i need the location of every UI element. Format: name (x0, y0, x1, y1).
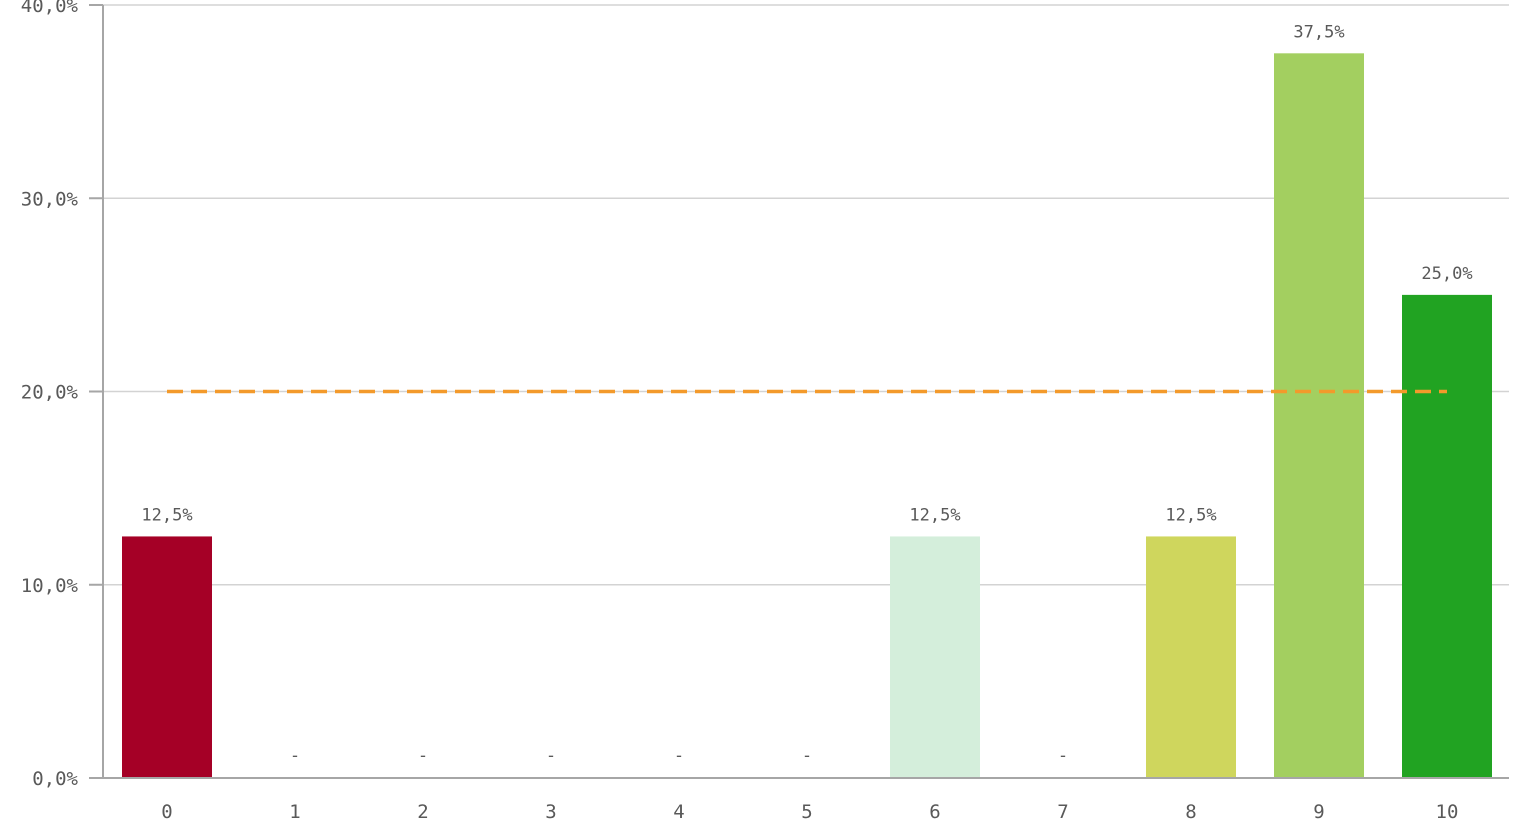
data-label: - (290, 746, 300, 766)
x-tick-label: 10 (1436, 801, 1459, 823)
x-tick-label: 0 (161, 801, 172, 823)
bar (1146, 536, 1236, 778)
y-tick-label: 20,0% (21, 382, 79, 404)
data-label: - (802, 746, 812, 766)
data-label: - (546, 746, 556, 766)
bar (890, 536, 980, 778)
data-label: - (674, 746, 684, 766)
data-labels: 12,5% - - - - - 12,5% - 12,5% 37,5% 25,0% (141, 22, 1472, 766)
y-tick-label: 0,0% (32, 768, 78, 790)
data-label: 12,5% (909, 505, 960, 525)
x-tick-label: 3 (545, 801, 556, 823)
x-axis-tick-labels: 0 1 2 3 4 5 6 7 8 9 10 (161, 801, 1458, 823)
x-tick-label: 1 (289, 801, 300, 823)
data-label: 12,5% (1165, 505, 1216, 525)
data-label: 12,5% (141, 505, 192, 525)
data-label: 37,5% (1293, 22, 1344, 42)
bar (1402, 295, 1492, 778)
x-tick-label: 8 (1185, 801, 1196, 823)
x-tick-label: 2 (417, 801, 428, 823)
data-label: - (418, 746, 428, 766)
x-tick-label: 9 (1313, 801, 1324, 823)
bars (122, 53, 1492, 778)
y-axis-tick-labels: 0,0% 10,0% 20,0% 30,0% 40,0% (21, 0, 79, 790)
x-tick-label: 7 (1057, 801, 1068, 823)
bar (122, 536, 212, 778)
y-tick-label: 40,0% (21, 0, 79, 17)
y-tick-label: 30,0% (21, 188, 79, 210)
data-label: 25,0% (1421, 264, 1472, 284)
x-tick-label: 4 (673, 801, 684, 823)
x-tick-label: 6 (929, 801, 940, 823)
x-tick-label: 5 (801, 801, 812, 823)
y-tick-label: 10,0% (21, 575, 79, 597)
data-label: - (1058, 746, 1068, 766)
bar (1274, 53, 1364, 778)
